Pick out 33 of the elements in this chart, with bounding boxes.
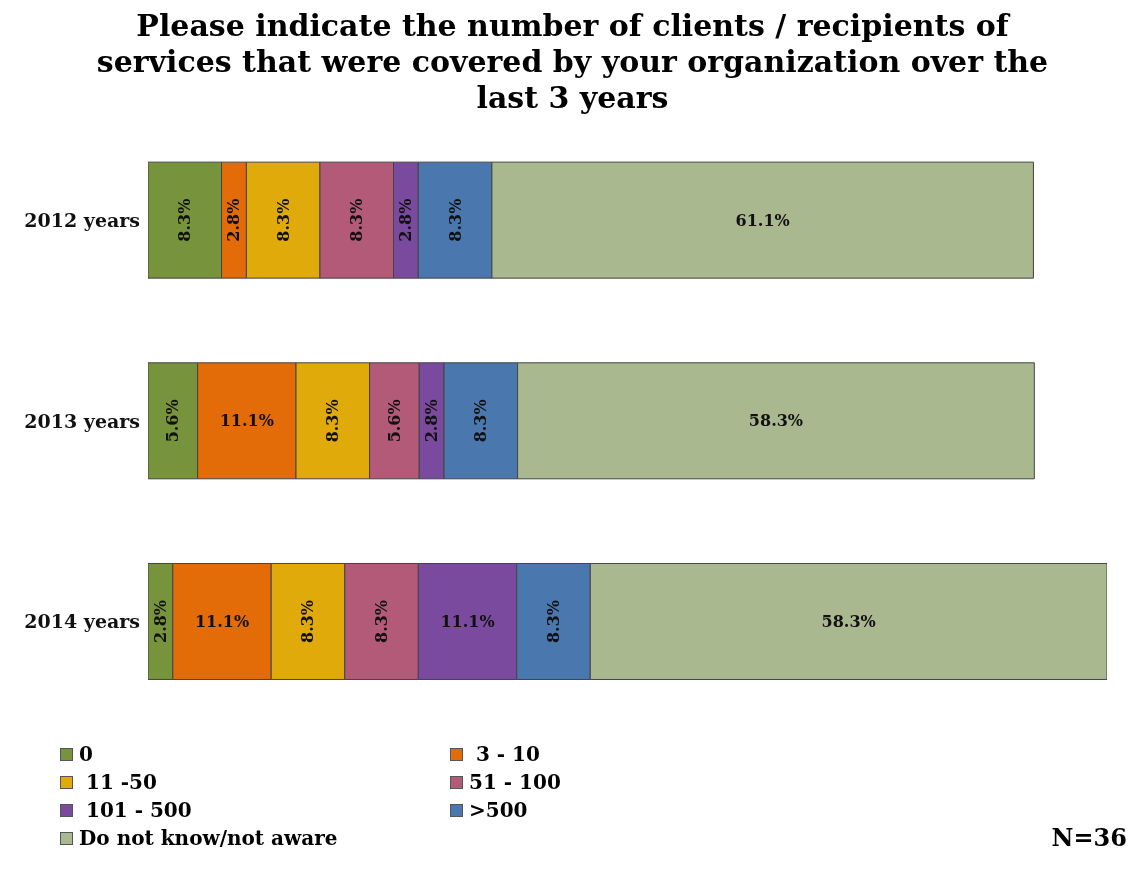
legend-label: >500 bbox=[469, 798, 528, 822]
data-label: 11.1% bbox=[219, 411, 274, 431]
data-label: 8.3% bbox=[323, 399, 343, 443]
chart-title: Please indicate the number of clients / recipients of services that were covered by your organization over the last 3 years bbox=[95, 8, 1050, 117]
y-tick-label: 2013 years bbox=[24, 409, 140, 432]
data-label: 11.1% bbox=[194, 611, 250, 631]
data-label: 2.8% bbox=[224, 198, 244, 242]
data-label: 8.3% bbox=[298, 599, 318, 643]
data-label: 5.6% bbox=[163, 399, 183, 443]
data-label: 58.3% bbox=[821, 611, 876, 631]
legend-label: 101 - 500 bbox=[84, 798, 192, 822]
data-label: 61.1% bbox=[735, 210, 790, 230]
data-label: 8.3% bbox=[347, 198, 367, 242]
y-tick-label: 2014 years bbox=[24, 610, 140, 633]
data-label: 8.3% bbox=[372, 599, 392, 643]
legend-label: 11 -50 bbox=[84, 770, 157, 794]
data-label: 11.1% bbox=[440, 611, 495, 631]
legend-label: Do not know/not aware bbox=[79, 826, 338, 850]
data-label: 58.3% bbox=[748, 411, 804, 431]
data-label: 2.8% bbox=[150, 599, 170, 643]
legend-label: 51 - 100 bbox=[469, 770, 561, 794]
data-label: 5.6% bbox=[384, 399, 404, 443]
data-label: 8.3% bbox=[543, 599, 563, 643]
text: N=36 bbox=[1051, 823, 1127, 852]
data-label: 2.8% bbox=[396, 198, 416, 242]
legend-label: 3 - 10 bbox=[474, 742, 540, 766]
data-label: 8.3% bbox=[471, 399, 491, 443]
data-label: 8.3% bbox=[445, 198, 465, 242]
data-label: 2.8% bbox=[422, 399, 442, 443]
data-label: 8.3% bbox=[175, 198, 195, 242]
legend-label: 0 bbox=[79, 742, 93, 766]
data-label: 8.3% bbox=[273, 198, 293, 242]
y-tick-label: 2012 years bbox=[24, 209, 140, 232]
